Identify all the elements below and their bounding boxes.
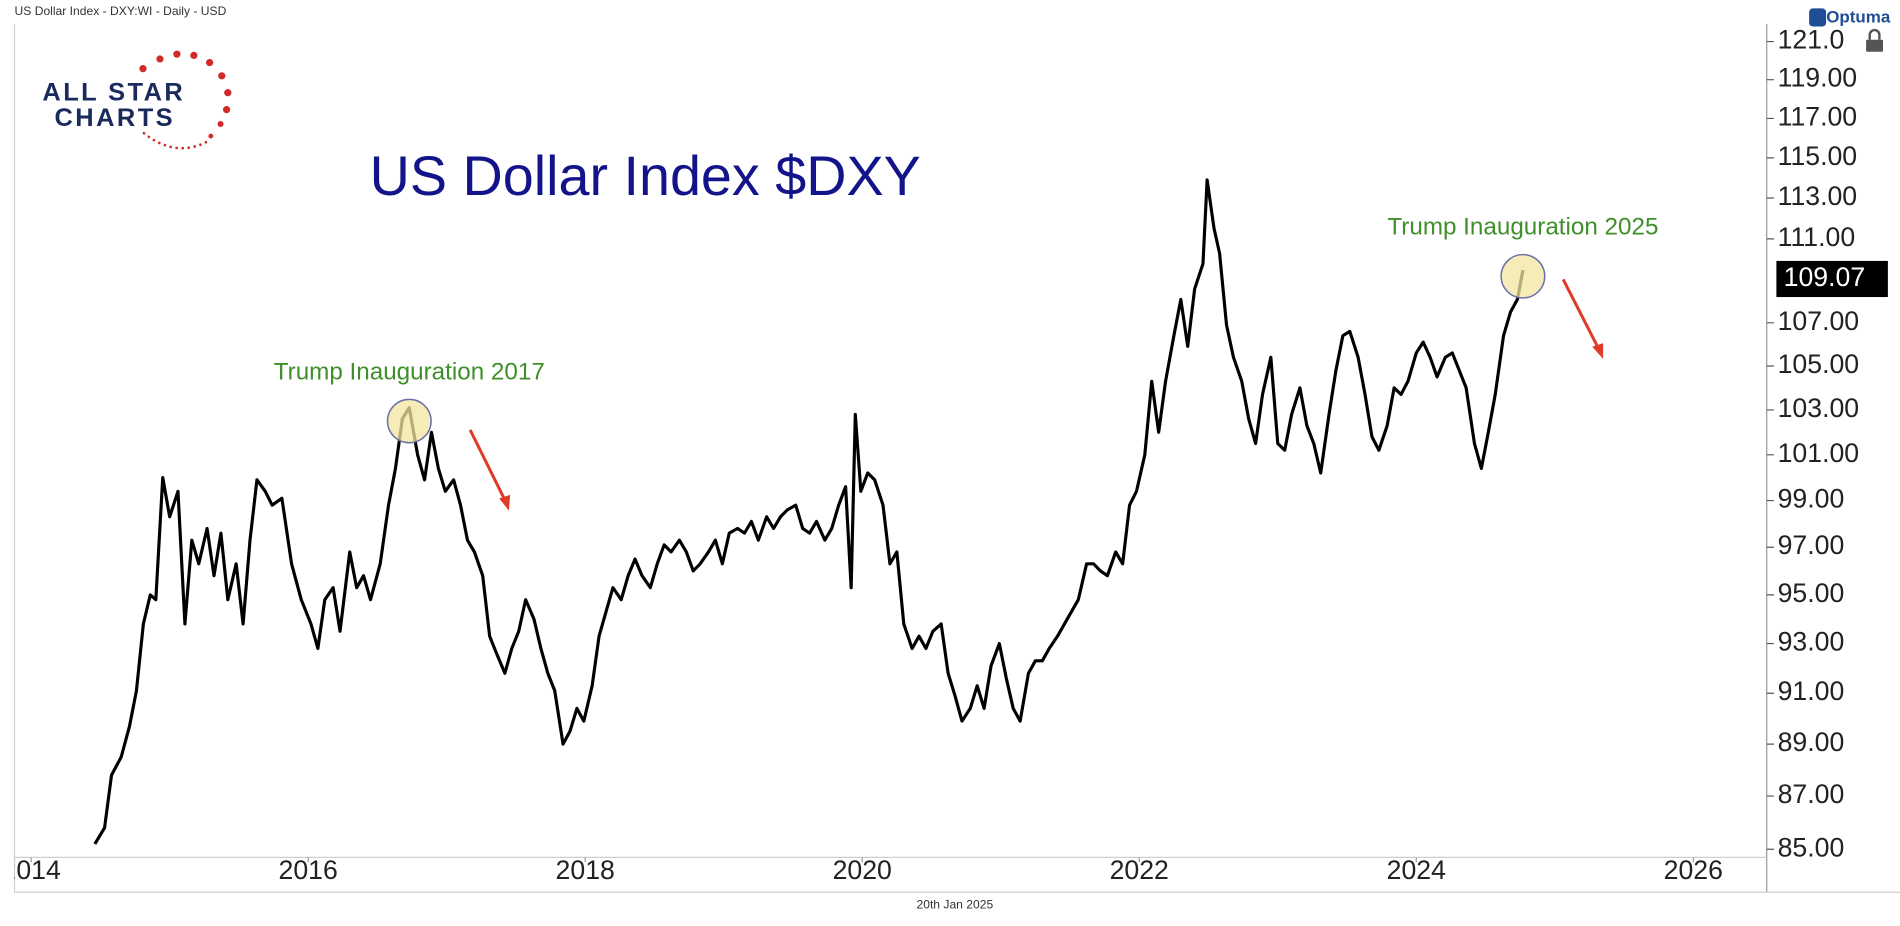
y-tick-label: 89.00 bbox=[1778, 727, 1845, 757]
star bbox=[139, 65, 147, 73]
arrow bbox=[1561, 278, 1601, 352]
y-tick-label: 87.00 bbox=[1778, 779, 1845, 809]
x-tick-label: 2022 bbox=[1110, 855, 1169, 885]
arrow-head bbox=[499, 494, 511, 511]
x-axis: 2014 2016 2018 2020 2022 2024 2026 bbox=[2, 855, 1723, 885]
arrow bbox=[468, 429, 508, 505]
annotation-circle bbox=[1500, 253, 1546, 299]
y-tick-label: 97.00 bbox=[1778, 530, 1845, 560]
star bbox=[218, 72, 226, 80]
annotation-label: Trump Inauguration 2017 bbox=[274, 358, 545, 385]
price-line bbox=[93, 178, 1525, 845]
last-value-box bbox=[1776, 260, 1888, 298]
star bbox=[224, 89, 232, 97]
y-tick-label: 107.00 bbox=[1778, 306, 1860, 336]
y-tick-label: 103.00 bbox=[1778, 393, 1860, 423]
y-tick-label: 91.00 bbox=[1778, 676, 1845, 706]
x-tick-label: 2016 bbox=[279, 855, 338, 885]
y-tick-label: 111.00 bbox=[1778, 222, 1856, 252]
annotation-label: Trump Inauguration 2025 bbox=[1387, 214, 1658, 241]
chart-title: US Dollar Index $DXY bbox=[370, 145, 921, 207]
y-tick-label: 99.00 bbox=[1778, 484, 1845, 514]
x-tick-label: 2024 bbox=[1387, 855, 1446, 885]
overlay: Trump Inauguration 2017 Trump Inauguratio… bbox=[274, 214, 1658, 444]
logo-arc bbox=[142, 131, 210, 150]
star bbox=[205, 59, 214, 67]
lock-shackle bbox=[1868, 28, 1881, 40]
y-tick-label: 115.00 bbox=[1778, 141, 1858, 171]
last-value-label: 109.07 bbox=[1784, 262, 1866, 292]
star bbox=[208, 133, 214, 139]
x-tick-label: 2020 bbox=[833, 855, 892, 885]
brand: Optuma bbox=[1826, 8, 1891, 27]
y-tick-label: 93.00 bbox=[1778, 627, 1845, 657]
lock-body bbox=[1866, 39, 1884, 52]
y-tick-label: 85.00 bbox=[1778, 832, 1845, 862]
logo-line1: ALL STAR bbox=[42, 79, 185, 107]
y-tick-label: 121.0 bbox=[1778, 25, 1845, 55]
y-tick-label: 105.00 bbox=[1778, 349, 1860, 379]
arrow-head bbox=[1592, 343, 1604, 359]
star bbox=[217, 121, 224, 128]
y-tick-label: 113.00 bbox=[1778, 181, 1858, 211]
logo: ALL STAR CHARTS bbox=[42, 50, 232, 150]
star bbox=[173, 50, 181, 58]
star bbox=[190, 51, 198, 60]
y-tick-label: 101.00 bbox=[1778, 438, 1860, 468]
logo-stars bbox=[139, 50, 232, 139]
footer-date: 20th Jan 2025 bbox=[916, 898, 993, 912]
annotation-circle bbox=[386, 398, 432, 444]
lock-icon bbox=[1866, 28, 1884, 52]
header-title: US Dollar Index - DXY:WI - Daily - USD bbox=[15, 4, 227, 18]
star bbox=[156, 55, 164, 63]
x-tick-label: 2026 bbox=[1664, 855, 1723, 885]
y-tick-label: 117.00 bbox=[1778, 102, 1858, 132]
x-tick-label: 2014 bbox=[2, 855, 61, 885]
plot-area bbox=[93, 178, 1525, 845]
y-tick-label: 95.00 bbox=[1778, 578, 1845, 608]
logo-line2: CHARTS bbox=[55, 104, 176, 132]
x-tick-label: 2018 bbox=[556, 855, 615, 885]
star bbox=[222, 105, 231, 114]
y-axis: 85.00 87.00 89.00 91.00 93.00 95.00 97.00 99.00… bbox=[1766, 25, 1860, 862]
y-tick-label: 119.00 bbox=[1778, 63, 1858, 93]
brand-icon bbox=[1809, 8, 1827, 27]
